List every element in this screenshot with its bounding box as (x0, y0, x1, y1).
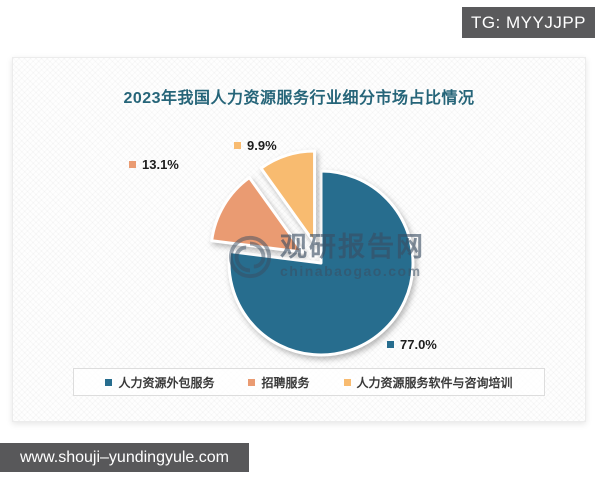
legend-item-recruiting: 招聘服务 (248, 374, 310, 391)
legend-item-outsourcing: 人力资源外包服务 (105, 374, 214, 391)
chart-legend: 人力资源外包服务 招聘服务 人力资源服务软件与咨询培训 (73, 368, 545, 396)
pie-slice (210, 175, 305, 254)
legend-label: 招聘服务 (261, 375, 310, 390)
legend-marker-salmon (248, 378, 256, 386)
legend-item-software: 人力资源服务软件与咨询培训 (343, 374, 513, 391)
pie-label-value: 77.0% (400, 337, 437, 352)
pie-label-software: 9.9% (234, 138, 277, 153)
legend-marker-teal (105, 378, 113, 386)
legend-label: 人力资源服务软件与咨询培训 (356, 375, 513, 390)
label-marker-teal (387, 341, 394, 348)
pie-label-recruiting: 13.1% (129, 157, 179, 172)
label-marker-salmon (129, 161, 136, 168)
footer-url-bar: www.shouji–yundingyule.com (0, 443, 249, 472)
tg-badge: TG: MYYJJPP (462, 7, 595, 38)
chart-card: 2023年我国人力资源服务行业细分市场占比情况 77.0% 13.1% 9.9%… (12, 57, 586, 422)
pie-chart (210, 149, 415, 357)
pie-label-value: 9.9% (247, 138, 277, 153)
legend-label: 人力资源外包服务 (118, 375, 215, 390)
legend-marker-amber (343, 378, 351, 386)
pie-label-value: 13.1% (142, 157, 179, 172)
label-marker-amber (234, 142, 241, 149)
pie-slice (227, 169, 415, 357)
chart-title: 2023年我国人力资源服务行业细分市场占比情况 (123, 90, 475, 107)
pie-slice (259, 149, 317, 245)
pie-label-outsourcing: 77.0% (387, 337, 437, 352)
